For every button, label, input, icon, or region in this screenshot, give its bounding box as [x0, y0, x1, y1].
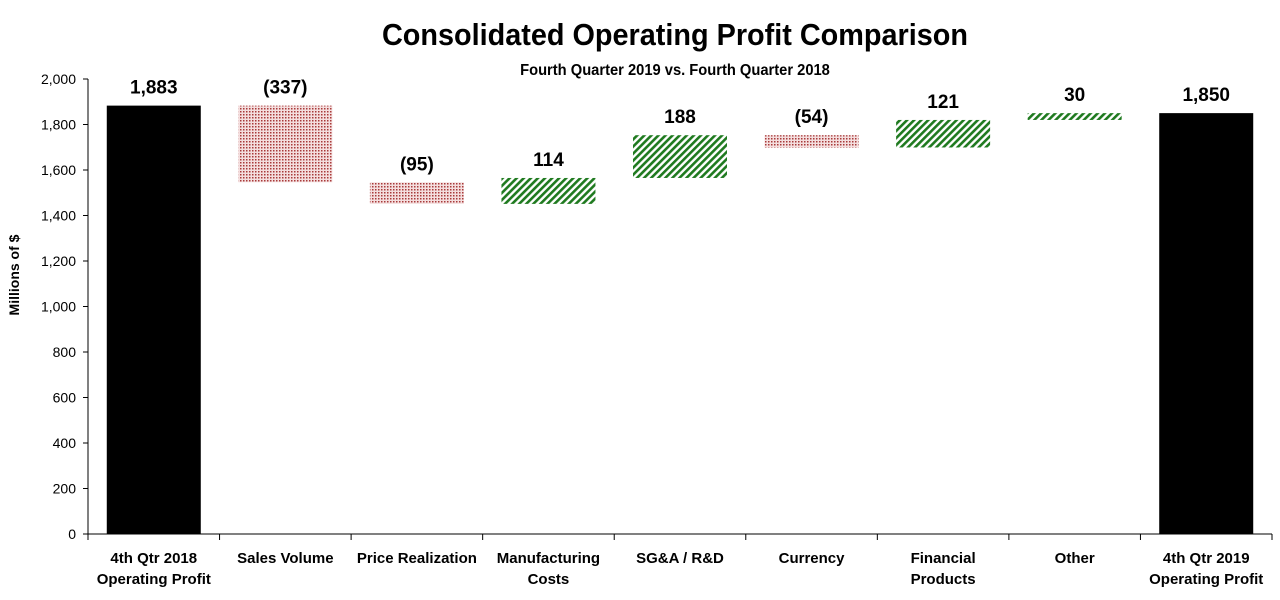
y-tick-label: 1,200 [41, 253, 76, 269]
y-tick-label: 1,600 [41, 162, 76, 178]
data-label: 114 [533, 150, 564, 171]
x-tick-label: 4th Qtr 2018 [110, 550, 197, 567]
data-label: 30 [1064, 85, 1085, 106]
data-label: (54) [795, 107, 829, 128]
increase-bar [633, 135, 727, 178]
x-tick-label: 4th Qtr 2019 [1163, 550, 1250, 567]
y-tick-label: 600 [53, 390, 77, 406]
chart-title: Consolidated Operating Profit Comparison [382, 18, 968, 52]
y-tick-label: 1,400 [41, 208, 76, 224]
chart-subtitle: Fourth Quarter 2019 vs. Fourth Quarter 2… [520, 61, 830, 79]
y-tick-label: 1,800 [41, 117, 76, 133]
decrease-bar [369, 182, 464, 204]
x-tick-label: Operating Profit [1149, 571, 1263, 588]
y-axis-label: Millions of $ [6, 234, 22, 315]
decrease-bar [764, 135, 859, 148]
x-tick-label: Other [1055, 550, 1095, 567]
x-tick-label: Financial [911, 550, 976, 567]
x-tick-label: SG&A / R&D [636, 550, 724, 567]
increase-bar [896, 119, 991, 148]
x-tick-label: Price Realization [357, 550, 477, 567]
x-tick-label: Costs [528, 571, 570, 588]
decrease-bar [238, 105, 333, 183]
y-tick-label: 1,000 [41, 299, 76, 315]
data-label: 1,850 [1182, 85, 1230, 106]
increase-bar [1027, 113, 1122, 120]
data-label: (95) [400, 154, 434, 175]
total-bar [106, 105, 201, 535]
increase-bar [501, 177, 596, 204]
data-label: 121 [927, 92, 959, 113]
x-tick-label: Currency [779, 550, 846, 567]
data-label: 1,883 [130, 78, 178, 99]
data-label: (337) [263, 78, 307, 99]
y-tick-label: 200 [53, 481, 77, 497]
x-tick-label: Operating Profit [97, 571, 211, 588]
total-bar [1159, 113, 1254, 534]
x-tick-label: Manufacturing [497, 550, 600, 567]
y-tick-label: 0 [68, 526, 76, 542]
y-tick-label: 800 [53, 344, 77, 360]
y-tick-label: 2,000 [41, 71, 76, 87]
x-tick-label: Sales Volume [237, 550, 333, 567]
y-tick-label: 400 [53, 435, 77, 451]
x-tick-label: Products [911, 571, 976, 588]
data-label: 188 [664, 107, 696, 128]
